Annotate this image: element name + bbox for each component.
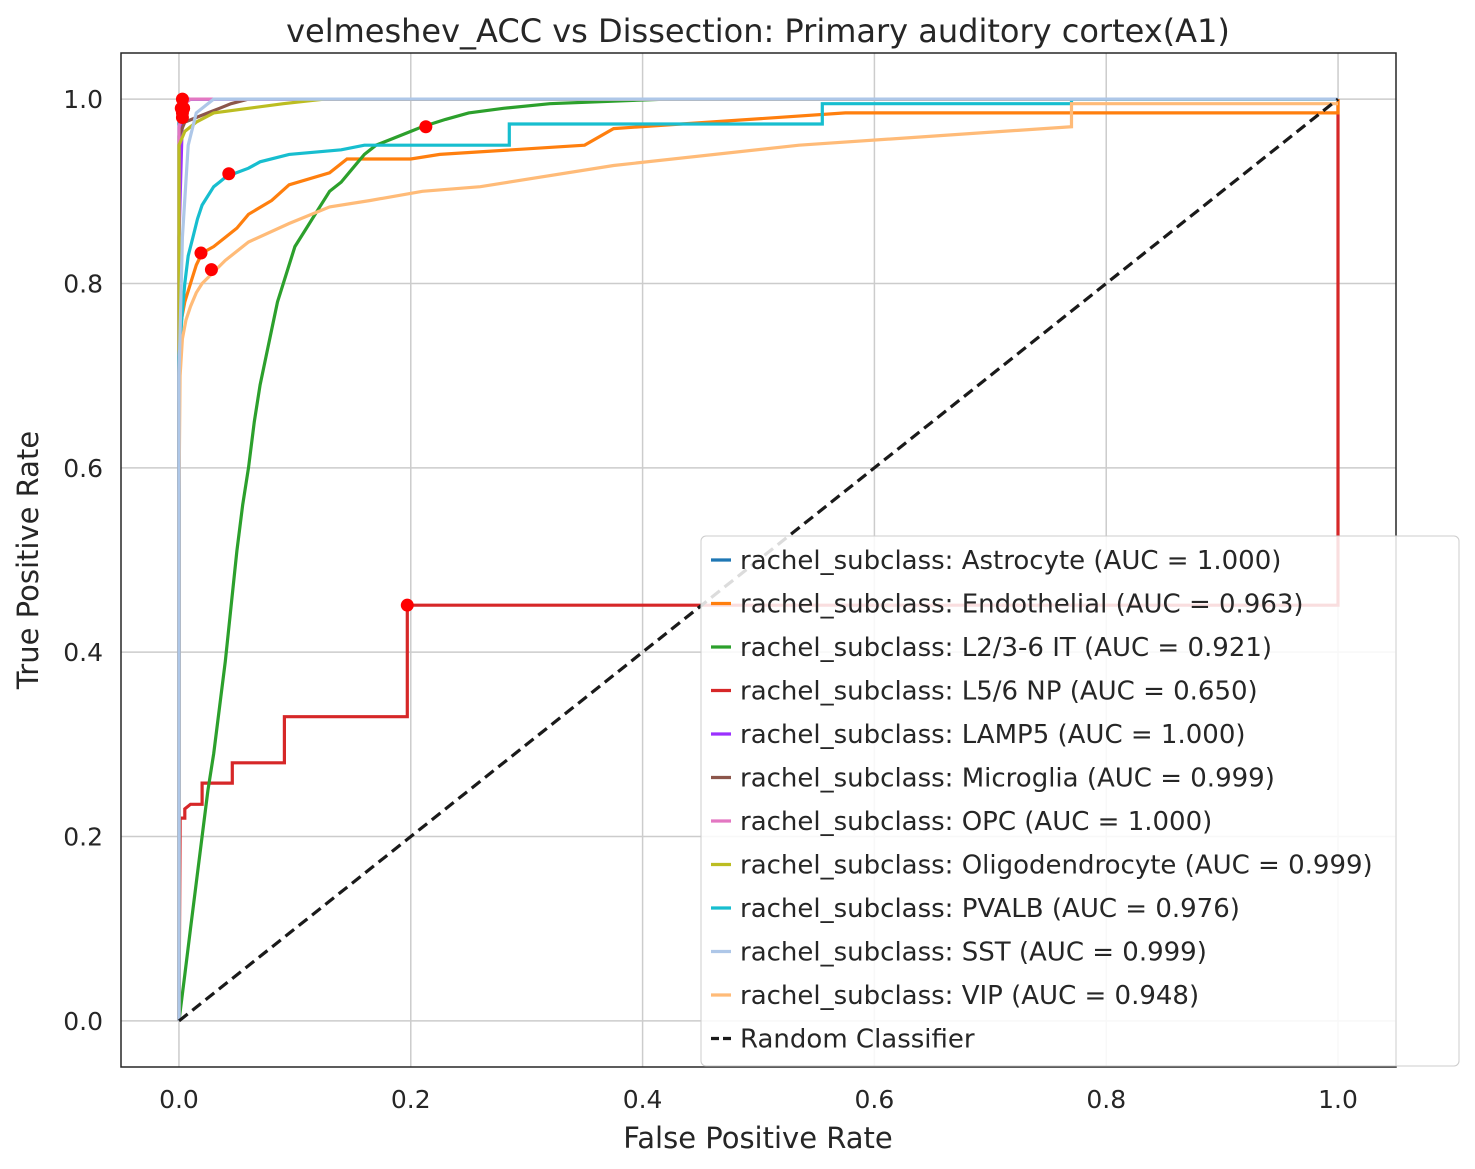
threshold-marker (194, 246, 208, 260)
threshold-marker (419, 120, 433, 134)
x-tick-label: 0.6 (855, 1085, 895, 1114)
y-tick-label: 0.0 (63, 1007, 103, 1036)
series-line (177, 102, 1338, 1021)
x-axis-label: False Positive Rate (623, 1121, 893, 1155)
legend-entry: rachel_subclass: L2/3-6 IT (AUC = 0.921) (740, 633, 1272, 663)
threshold-marker (204, 263, 218, 277)
legend-entry: rachel_subclass: LAMP5 (AUC = 1.000) (740, 720, 1246, 750)
ticks: 0.0 0.2 0.4 0.6 0.8 1.0 0.0 0.2 0.4 0.6 0.8 1.0 (63, 85, 1358, 1114)
legend-entry: rachel_subclass: Endothelial (AUC = 0.96… (740, 590, 1304, 620)
y-tick-label: 1.0 (63, 85, 103, 114)
legend-entry: rachel_subclass: PVALB (AUC = 0.976) (740, 894, 1240, 924)
legend: rachel_subclass: Astrocyte (AUC = 1.000)… (700, 535, 1460, 1067)
legend-box (700, 535, 1460, 1067)
legend-entry: rachel_subclass: L5/6 NP (AUC = 0.650) (740, 677, 1258, 707)
y-tick-label: 0.6 (63, 454, 103, 483)
series-line (177, 97, 1338, 1021)
legend-entry: rachel_subclass: Oligodendrocyte (AUC = … (740, 851, 1373, 881)
x-tick-label: 1.0 (1318, 1085, 1358, 1114)
legend-entry: Random Classifier (740, 1025, 975, 1055)
y-tick-label: 0.2 (63, 823, 103, 852)
y-tick-label: 0.4 (63, 638, 103, 667)
legend-entry: rachel_subclass: Microglia (AUC = 0.999) (740, 764, 1275, 794)
chart-title: velmeshev_ACC vs Dissection: Primary aud… (286, 12, 1230, 50)
y-axis-label: True Positive Rate (11, 431, 45, 690)
series-layer (174, 92, 1340, 1023)
y-tick-label: 0.8 (63, 269, 103, 298)
series-line (177, 99, 1340, 1021)
x-tick-label: 0.2 (391, 1085, 431, 1114)
legend-entry: rachel_subclass: Astrocyte (AUC = 1.000) (740, 546, 1281, 576)
legend-entry: rachel_subclass: SST (AUC = 0.999) (740, 938, 1207, 968)
x-tick-label: 0.8 (1086, 1085, 1126, 1114)
legend-entry: rachel_subclass: OPC (AUC = 1.000) (740, 807, 1212, 837)
x-tick-label: 0.0 (159, 1085, 199, 1114)
x-tick-label: 0.4 (623, 1085, 663, 1114)
legend-entry: rachel_subclass: VIP (AUC = 0.948) (740, 981, 1199, 1011)
threshold-marker (400, 598, 414, 612)
threshold-marker (222, 167, 236, 181)
threshold-marker (174, 101, 188, 115)
